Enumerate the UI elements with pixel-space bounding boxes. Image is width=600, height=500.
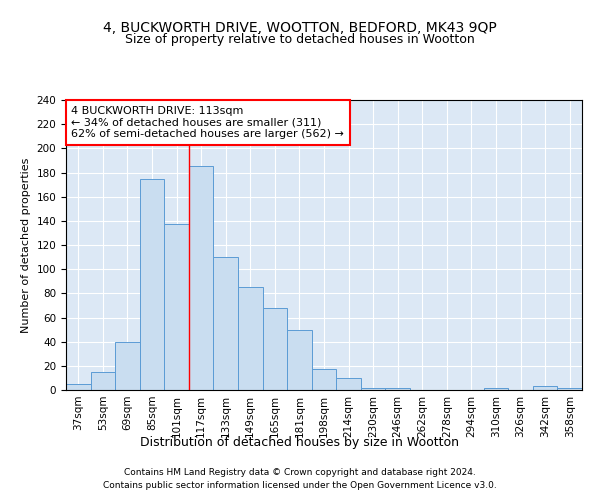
Bar: [214, 257, 238, 390]
Text: Size of property relative to detached houses in Wootton: Size of property relative to detached ho…: [125, 34, 475, 46]
Bar: [164, 224, 189, 390]
Bar: [361, 388, 385, 390]
Text: Distribution of detached houses by size in Wootton: Distribution of detached houses by size …: [140, 436, 460, 449]
Text: 4, BUCKWORTH DRIVE, WOOTTON, BEDFORD, MK43 9QP: 4, BUCKWORTH DRIVE, WOOTTON, BEDFORD, MK…: [103, 20, 497, 34]
Bar: [484, 388, 508, 390]
Bar: [385, 388, 410, 390]
Bar: [140, 178, 164, 390]
Bar: [336, 378, 361, 390]
Bar: [115, 342, 140, 390]
Bar: [66, 384, 91, 390]
Bar: [557, 388, 582, 390]
Text: Contains HM Land Registry data © Crown copyright and database right 2024.: Contains HM Land Registry data © Crown c…: [124, 468, 476, 477]
Bar: [533, 386, 557, 390]
Bar: [189, 166, 214, 390]
Text: Contains public sector information licensed under the Open Government Licence v3: Contains public sector information licen…: [103, 480, 497, 490]
Bar: [287, 330, 312, 390]
Bar: [91, 372, 115, 390]
Bar: [263, 308, 287, 390]
Bar: [238, 288, 263, 390]
Bar: [312, 370, 336, 390]
Y-axis label: Number of detached properties: Number of detached properties: [21, 158, 31, 332]
Text: 4 BUCKWORTH DRIVE: 113sqm
← 34% of detached houses are smaller (311)
62% of semi: 4 BUCKWORTH DRIVE: 113sqm ← 34% of detac…: [71, 106, 344, 139]
